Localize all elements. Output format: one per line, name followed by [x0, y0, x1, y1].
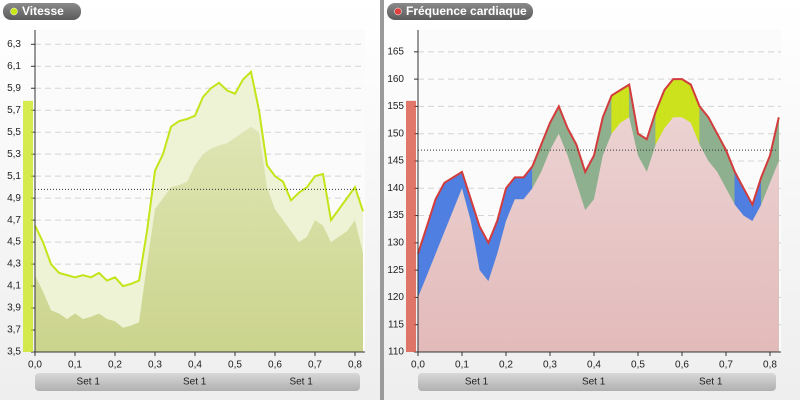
- x-tick-label: 0,5: [228, 360, 242, 371]
- chart-title: Fréquence cardiaque: [406, 4, 527, 18]
- x-tick-label: 0,0: [411, 360, 425, 371]
- x-tick-label: 0,7: [308, 360, 322, 371]
- x-tick-label: 0,3: [543, 360, 557, 371]
- y-tick-label: 6,1: [7, 61, 21, 72]
- set-label: Set 1: [699, 377, 723, 388]
- y-tick-label: 150: [387, 128, 404, 139]
- set-bar: [35, 373, 360, 391]
- x-tick-label: 0,4: [587, 360, 601, 371]
- x-tick-label: 0,4: [188, 360, 202, 371]
- x-tick-label: 0,8: [348, 360, 362, 371]
- y-tick-label: 145: [387, 156, 404, 167]
- x-tick-label: 0,0: [28, 360, 42, 371]
- axis-strip: [406, 100, 416, 352]
- line: [34, 69, 364, 288]
- y-tick-label: 4,9: [7, 193, 21, 204]
- y-tick-label: 4,7: [7, 215, 21, 226]
- y-tick-label: 3,9: [7, 303, 21, 314]
- lower-area: [35, 126, 363, 352]
- title-dot: [10, 7, 18, 16]
- y-tick-label: 4,3: [7, 259, 21, 270]
- zone-band: [681, 78, 692, 124]
- title-pill: [3, 3, 81, 20]
- chart-title: Vitesse: [22, 4, 64, 18]
- y-tick-label: 5,3: [7, 149, 21, 160]
- y-tick-label: 115: [388, 319, 404, 330]
- y-tick-label: 5,1: [7, 171, 21, 182]
- set-label: Set 1: [289, 377, 313, 388]
- y-tick-label: 110: [388, 347, 404, 358]
- divider: [380, 0, 384, 400]
- set-label: Set 1: [77, 377, 101, 388]
- y-tick-label: 120: [387, 292, 404, 303]
- x-tick-label: 0,2: [499, 360, 513, 371]
- title-pill: [387, 3, 533, 20]
- y-tick-label: 130: [387, 237, 404, 248]
- y-tick-label: 6,3: [7, 39, 21, 50]
- y-tick-label: 5,9: [7, 83, 21, 94]
- x-tick-label: 0,2: [108, 360, 122, 371]
- x-tick-label: 0,6: [268, 360, 282, 371]
- zone-band: [514, 177, 524, 200]
- y-tick-label: 160: [387, 74, 404, 85]
- zone-band: [672, 78, 683, 118]
- x-tick-label: 0,6: [675, 360, 689, 371]
- y-tick-label: 140: [387, 183, 404, 194]
- axis-strip: [23, 100, 33, 352]
- x-tick-label: 0,8: [763, 360, 777, 371]
- y-tick-label: 125: [387, 265, 404, 276]
- line: [417, 78, 780, 255]
- y-tick-label: 4,1: [7, 281, 21, 292]
- set-label: Set 1: [465, 377, 489, 388]
- y-tick-label: 3,7: [7, 325, 21, 336]
- title-dot: [394, 7, 402, 16]
- set-bar: [418, 373, 776, 391]
- x-tick-label: 0,1: [455, 360, 469, 371]
- y-tick-label: 3,5: [7, 347, 21, 358]
- y-tick-label: 5,5: [7, 127, 21, 138]
- x-tick-label: 0,5: [631, 360, 645, 371]
- y-tick-label: 4,5: [7, 237, 21, 248]
- lower-area: [418, 117, 779, 352]
- x-tick-label: 0,7: [719, 360, 733, 371]
- set-label: Set 1: [582, 377, 606, 388]
- y-tick-label: 155: [387, 101, 404, 112]
- y-tick-label: 165: [387, 46, 404, 57]
- x-tick-label: 0,1: [68, 360, 82, 371]
- set-label: Set 1: [183, 377, 207, 388]
- x-tick-label: 0,3: [148, 360, 162, 371]
- y-tick-label: 135: [387, 210, 404, 221]
- y-tick-label: 5,7: [7, 105, 21, 116]
